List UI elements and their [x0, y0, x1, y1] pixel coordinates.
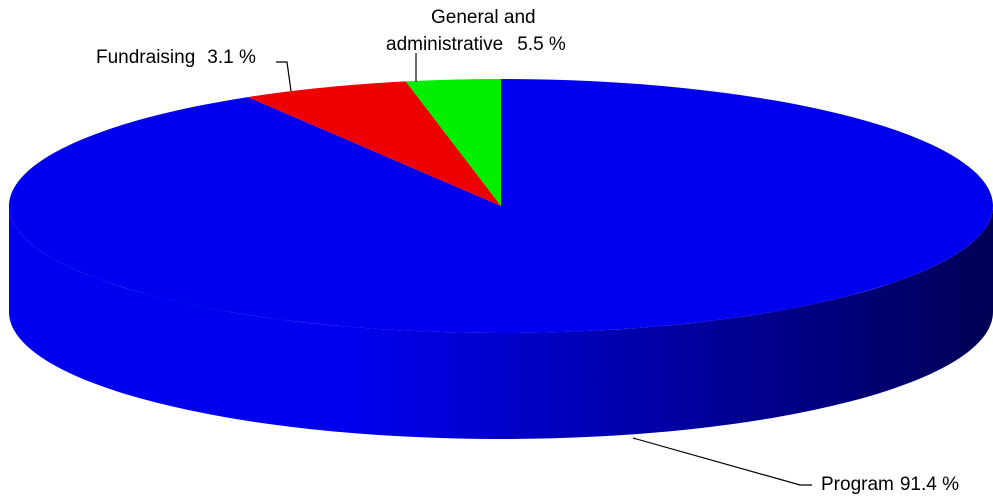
fundraising-leader-line — [276, 61, 292, 92]
pie-slice-fundraising — [405, 79, 501, 206]
fundraising-label-value: 3.1 % — [207, 47, 256, 68]
fundraising-label: Fundraising 3.1 % — [96, 47, 256, 68]
general-admin-label-name: administrative — [386, 34, 503, 55]
pie-slice-general-and-administrative — [247, 81, 501, 206]
general-admin-label-line-2: administrative 5.5 % — [386, 34, 566, 55]
program-label-value: 91.4 % — [900, 474, 959, 495]
fundraising-label-name: Fundraising — [96, 47, 195, 68]
general-admin-label-value: 5.5 % — [517, 34, 566, 55]
pie-slice-program — [8, 79, 993, 333]
pie-side-wall — [9, 206, 993, 439]
program-label: Program 91.4 % — [821, 474, 959, 495]
program-label-name: Program — [821, 474, 894, 495]
general-admin-label-line-1: General and — [431, 7, 536, 28]
program-leader-line — [632, 437, 812, 486]
